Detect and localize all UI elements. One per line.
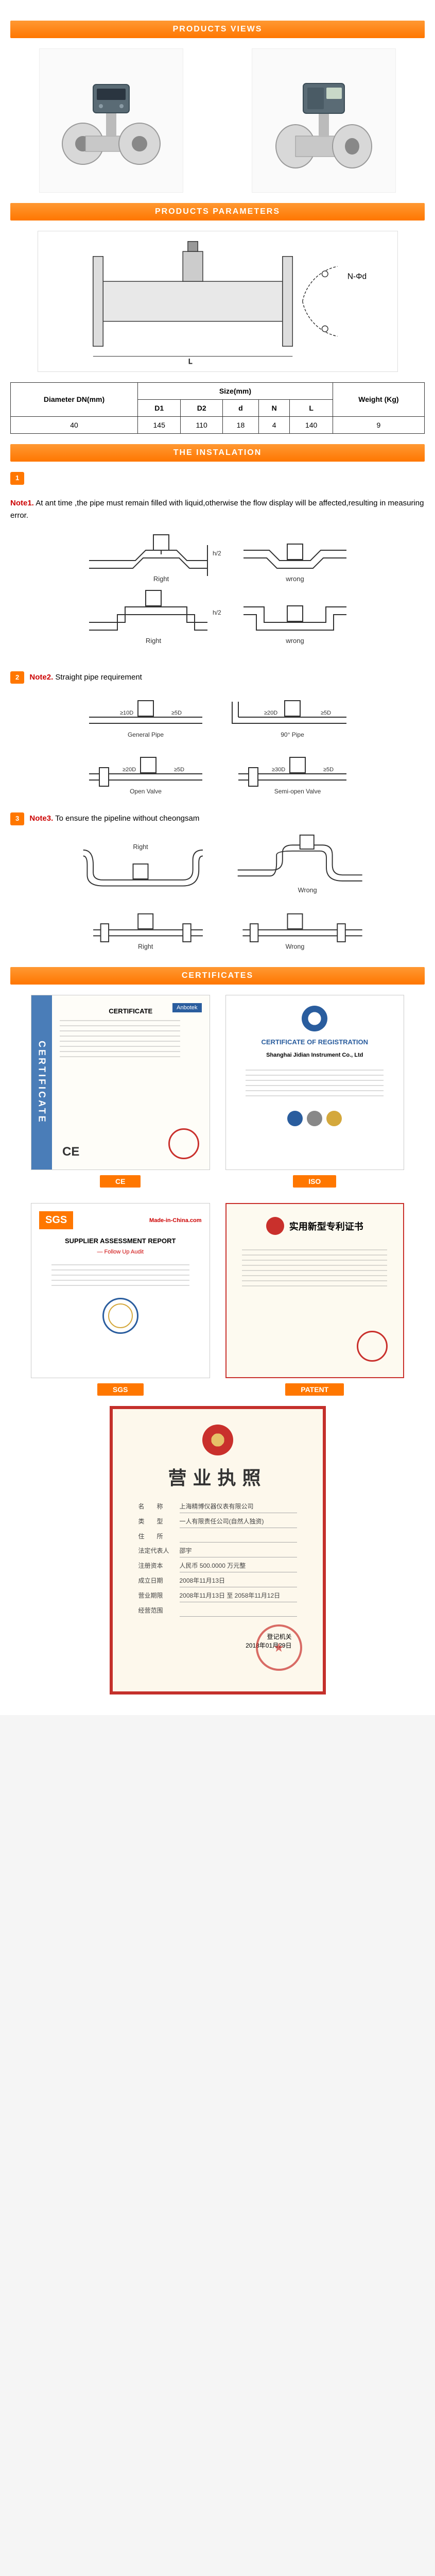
cert-title: CERTIFICATE OF REGISTRATION [261,1038,368,1046]
svg-text:Right: Right [137,943,153,951]
diagram-label: N-Φd [347,272,366,281]
col-l: L [290,399,333,416]
svg-text:≥20D: ≥20D [264,710,277,716]
note1-text: At ant time ,the pipe must remain filled… [10,499,424,520]
cert-title: SUPPLIER ASSESSMENT REPORT [65,1237,176,1245]
note1-label: Note1. [10,499,34,507]
svg-text:≥30D: ≥30D [272,767,285,773]
cert-side-label: CERTIFICATE [31,995,52,1170]
svg-text:h/2: h/2 [213,550,221,557]
technical-drawing: N-Φd L [38,231,398,372]
col-d: d [222,399,258,416]
license-fields: 名 称上海精博仪器仪表有限公司类 型一人有限责任公司(自然人独资) 住 所法定代表… [138,1500,297,1617]
license-row: 法定代表人邵宇 [138,1545,297,1557]
note1-badge: 1 [10,472,24,485]
license-title: 营业执照 [123,1463,312,1490]
note2-label: Note2. [29,673,53,682]
svg-text:General Pipe: General Pipe [127,731,163,738]
svg-text:≥5D: ≥5D [171,710,182,716]
license-seal: ★ [256,1624,302,1671]
svg-text:L: L [188,358,192,365]
note3-badge: 3 [10,812,24,825]
col-n: N [258,399,290,416]
cert-subtitle: — Follow Up Audit [97,1249,144,1255]
cert-ce: CERTIFICATE Anbotek CERTIFICATE CE CE [31,995,210,1188]
note2-text: Straight pipe requirement [55,673,142,682]
note2-badge: 2 [10,671,24,684]
license-row: 成立日期2008年11月13日 [138,1574,297,1587]
product-image-left [39,48,183,193]
license-row: 类 型一人有限责任公司(自然人独资) [138,1515,297,1528]
cert-label-ce: CE [100,1175,141,1188]
cert-label-sgs: SGS [97,1383,144,1396]
note3: 3 Note3. To ensure the pipeline without … [10,812,425,825]
product-image-right [252,48,396,193]
sgs-brand: SGS [39,1211,73,1229]
cert-label-iso: ISO [293,1175,336,1188]
sgs-source: Made-in-China.com [149,1217,201,1224]
product-views-row [10,48,425,193]
svg-text:90° Pipe: 90° Pipe [281,731,304,738]
cert-label-patent: PATENT [285,1383,344,1396]
svg-text:Open Valve: Open Valve [130,788,162,795]
install-diagram-3: Right Wrong Right Wrong [63,833,372,957]
col-weight: Weight (Kg) [333,382,424,416]
col-size: Size(mm) [138,382,333,399]
license-row: 经营范围 [138,1604,297,1617]
section-header-params: PRODUCTS PARAMETERS [10,203,425,221]
license-row: 注册资本人民币 500.0000 万元整 [138,1560,297,1572]
cert-iso: CERTIFICATE OF REGISTRATION Shanghai Jid… [225,995,405,1188]
svg-text:≥5D: ≥5D [174,767,184,773]
parameters-table: Diameter DN(mm) Size(mm) Weight (Kg) D1 … [10,382,425,434]
svg-text:Right: Right [133,843,148,851]
section-header-install: THE INSTALATION [10,444,425,462]
col-d2: D2 [181,399,223,416]
cert-subtitle: Shanghai Jidian Instrument Co., Ltd [266,1052,363,1058]
svg-text:wrong: wrong [285,637,304,645]
license-row: 名 称上海精博仪器仪表有限公司 [138,1500,297,1513]
svg-text:Wrong: Wrong [298,887,317,894]
svg-text:Right: Right [153,575,169,583]
svg-text:Semi-open Valve: Semi-open Valve [274,788,321,795]
svg-text:≥5D: ≥5D [321,710,331,716]
install-diagram-2: General Pipe ≥10D ≥5D 90° Pipe ≥20D ≥5D … [63,691,372,805]
license-emblem [202,1425,233,1455]
install-diagram-1: Right h/2 wrong Right h/2 wrong [63,530,372,664]
certificates-grid: CERTIFICATE Anbotek CERTIFICATE CE CE CE… [31,995,404,1396]
svg-text:≥5D: ≥5D [323,767,334,773]
svg-text:Wrong: Wrong [285,943,304,951]
anbotek-badge: Anbotek [172,1003,201,1012]
svg-text:≥20D: ≥20D [123,767,136,773]
table-row: 40 145 110 18 4 140 9 [11,416,425,433]
cert-patent: 实用新型专利证书 PATENT [225,1203,405,1396]
svg-text:≥10D: ≥10D [120,710,133,716]
note2: 2 Note2. Straight pipe requirement [10,671,425,684]
note1: 1 Note1. At ant time ,the pipe must rema… [10,472,425,522]
cert-title: 实用新型专利证书 [289,1219,363,1233]
business-license: 营业执照 名 称上海精博仪器仪表有限公司类 型一人有限责任公司(自然人独资) 住 … [110,1406,326,1694]
svg-text:wrong: wrong [285,575,304,583]
col-diameter: Diameter DN(mm) [11,382,138,416]
col-d1: D1 [138,399,181,416]
svg-text:h/2: h/2 [213,609,221,616]
ce-mark: CE [62,1145,79,1159]
cert-sgs: SGS Made-in-China.com SUPPLIER ASSESSMEN… [31,1203,210,1396]
svg-text:Right: Right [145,637,161,645]
section-header-views: PRODUCTS VIEWS [10,21,425,38]
note3-text: To ensure the pipeline without cheongsam [55,814,199,823]
license-row: 营业期限2008年11月13日 至 2058年11月12日 [138,1589,297,1602]
section-header-cert: CERTIFICATES [10,967,425,985]
note3-label: Note3. [29,814,53,823]
license-row: 住 所 [138,1530,297,1543]
